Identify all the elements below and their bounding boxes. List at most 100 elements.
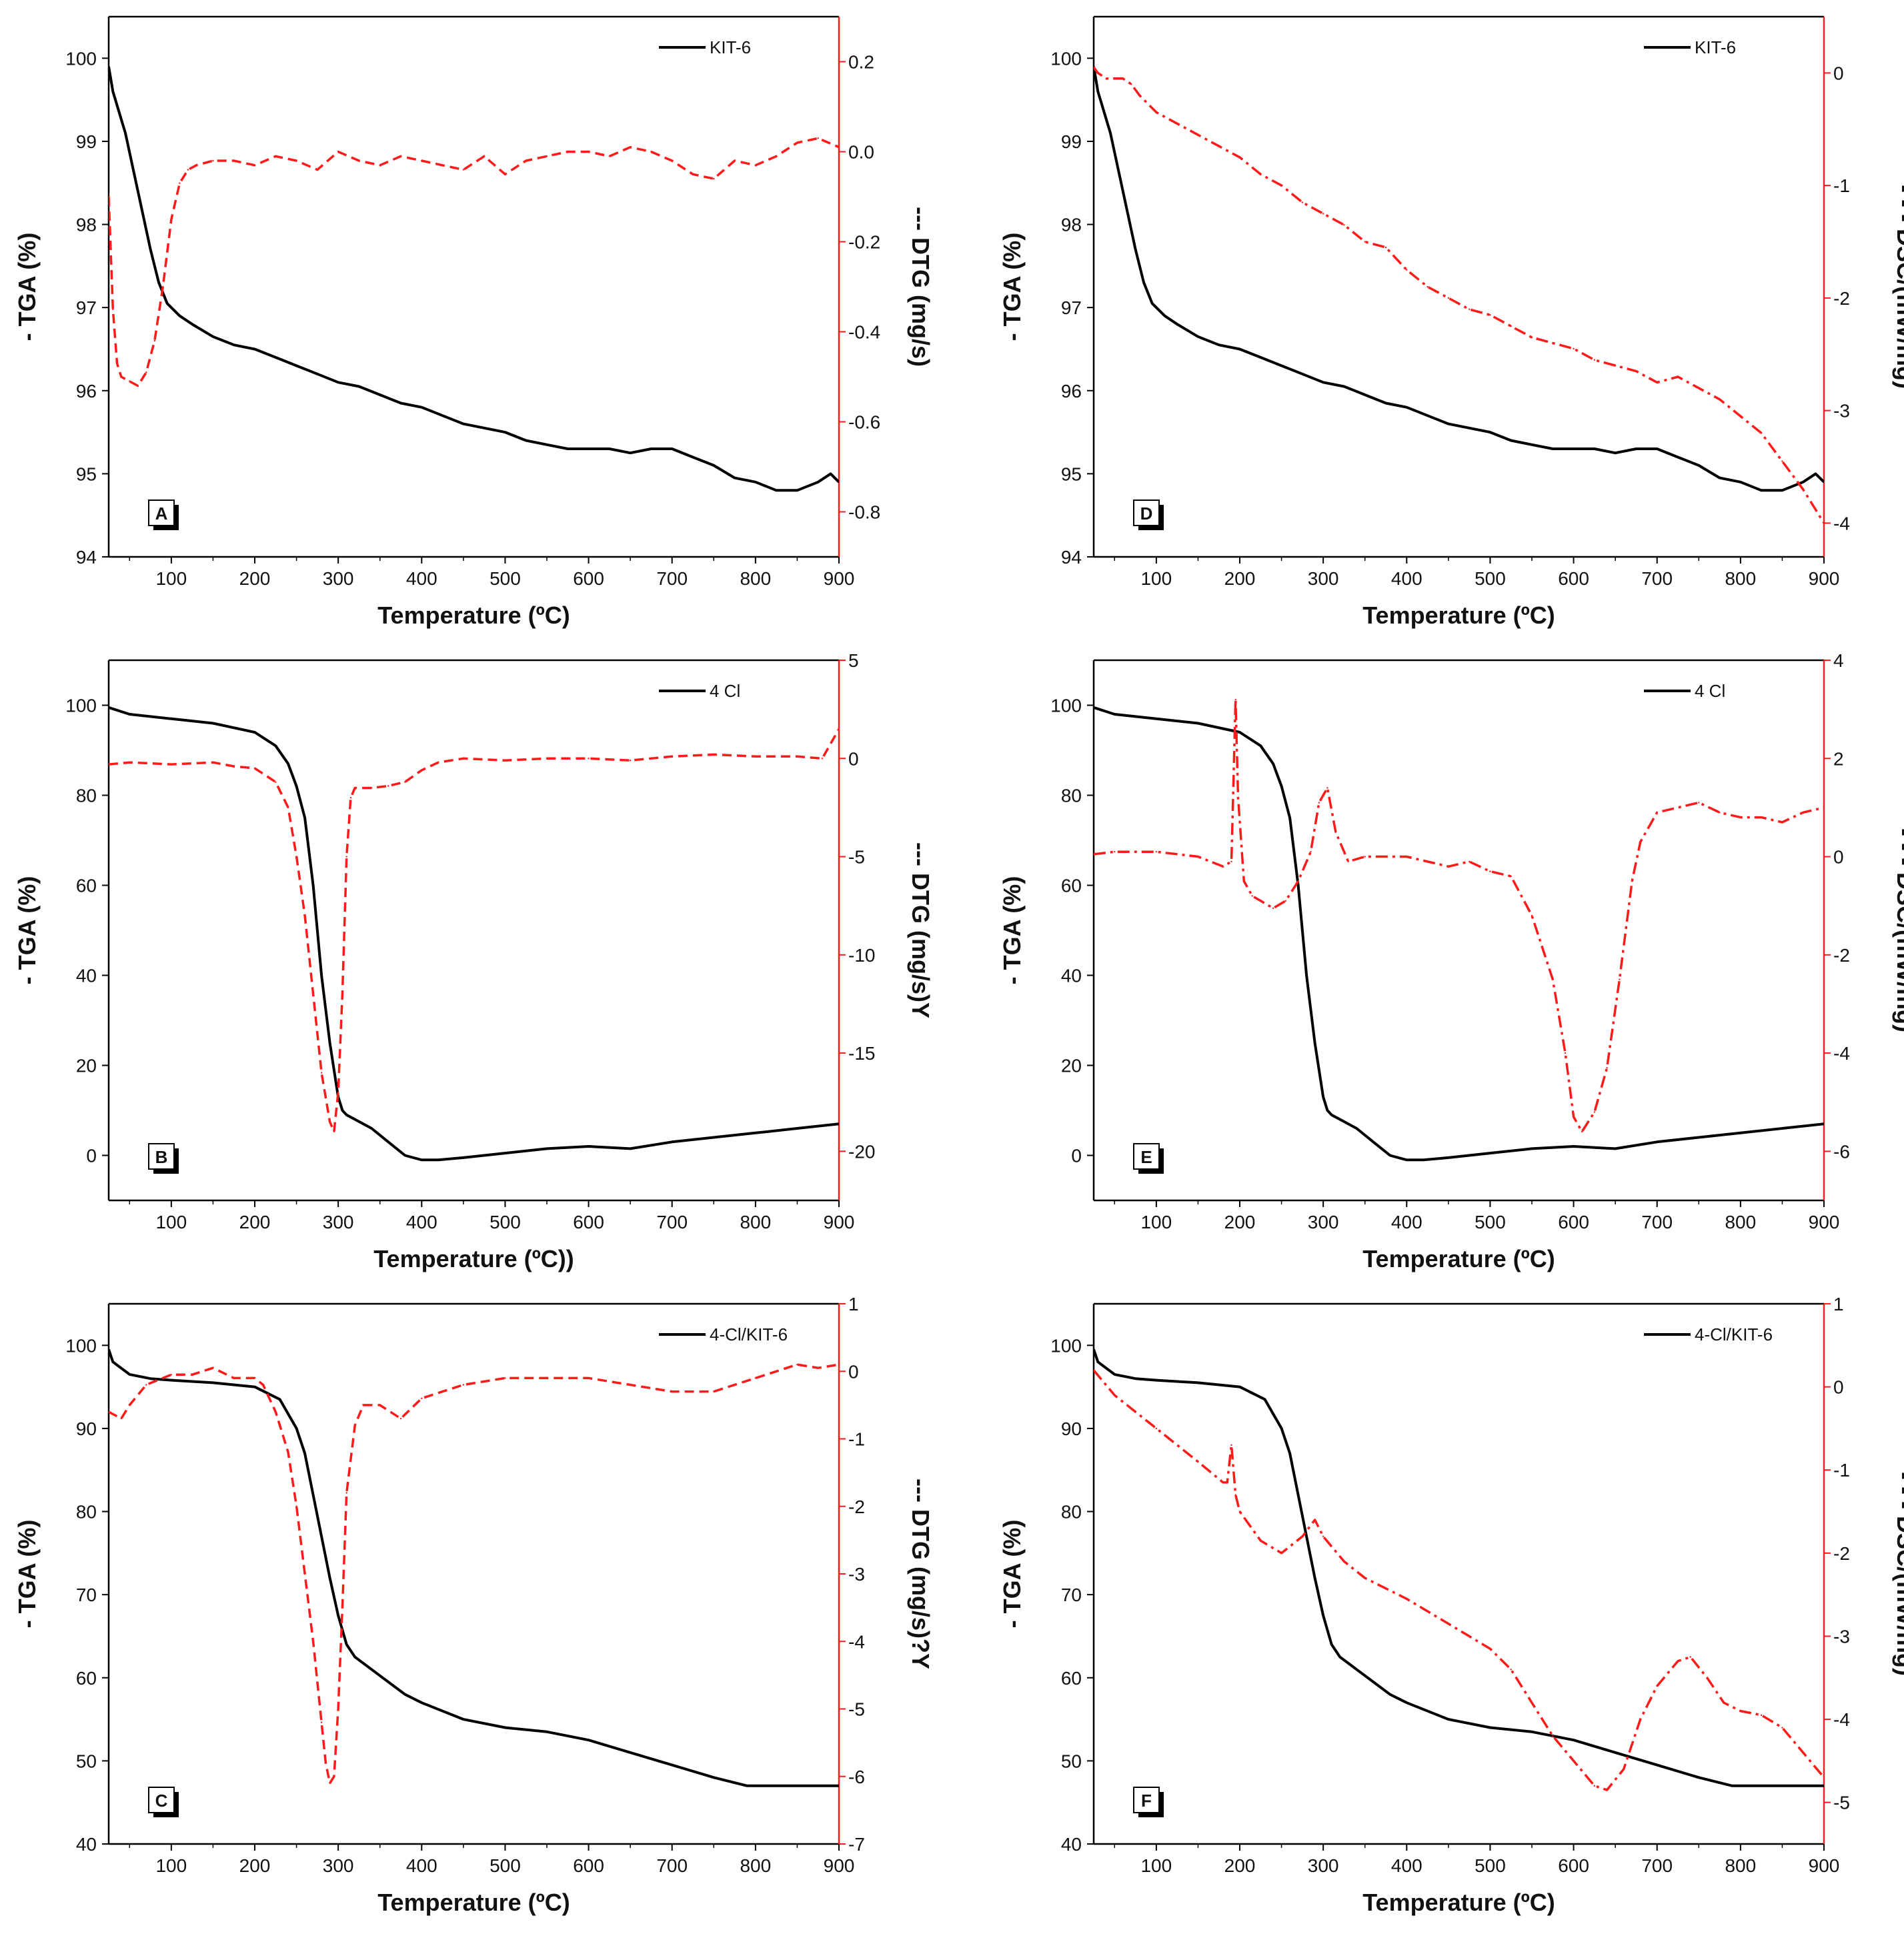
dtg-point: [320, 1721, 323, 1723]
y-right-tick-label: -1: [1833, 175, 1850, 196]
y-right-tick-label: -4: [1833, 513, 1850, 534]
x-axis-title: Temperature (ºC): [1362, 602, 1555, 629]
tga-point: [1823, 481, 1824, 483]
dtg-point: [546, 155, 548, 157]
dsc-point: [1489, 313, 1491, 316]
dtg-point: [588, 758, 590, 760]
plot-area: [1094, 65, 1824, 524]
tga-point: [341, 1109, 343, 1112]
tga-point: [567, 447, 569, 450]
tga-point: [1322, 1096, 1324, 1098]
tga-point: [337, 1615, 339, 1617]
x-tick-label: 100: [1140, 568, 1172, 589]
dtg-point: [379, 164, 381, 166]
tga-point: [421, 406, 423, 408]
dtg-point: [129, 761, 131, 764]
panel-letter-box: [1133, 500, 1160, 526]
panel-F: 100 200 300 400 500 600 700 800 900 40 50 60 70 80 90 1…: [998, 1294, 1904, 1916]
y-left-tick-label: 80: [1061, 1502, 1082, 1523]
dsc-point: [1823, 1777, 1824, 1779]
x-axis-title: Temperature (ºC): [377, 1889, 570, 1916]
dtg-point: [546, 758, 548, 760]
y-right-tick-label: -20: [848, 1141, 875, 1162]
dsc-point: [1447, 1623, 1450, 1625]
dsc-point: [1531, 336, 1533, 339]
y-right-tick-label: 0: [1833, 1377, 1844, 1398]
plot-area: [109, 65, 839, 492]
x-tick-label: 300: [323, 568, 354, 589]
dtg-point: [399, 1417, 402, 1420]
tga-point: [504, 431, 506, 433]
dtg-point: [145, 1384, 147, 1386]
x-tick-label: 500: [1475, 568, 1506, 589]
tga-point: [1280, 365, 1282, 367]
tga-point: [1297, 1494, 1299, 1496]
tga-point: [754, 1132, 757, 1134]
tga-point: [129, 713, 131, 716]
tga-point: [212, 1382, 214, 1384]
x-tick-label: 900: [1809, 568, 1840, 589]
tga-point: [1447, 1718, 1450, 1721]
dtg-point: [153, 339, 156, 342]
y-left-tick-label: 100: [1050, 48, 1082, 69]
tga-point: [754, 481, 757, 483]
dtg-point: [337, 1708, 339, 1710]
tga-point: [353, 1118, 356, 1120]
y-left-tick-label: 20: [76, 1056, 97, 1076]
x-axis-title: Temperature (ºC): [377, 602, 570, 629]
tga-point: [1305, 1535, 1308, 1538]
dtg-point: [421, 159, 423, 162]
dtg-point: [341, 993, 343, 995]
y-right-tick-label: 0: [848, 1361, 859, 1382]
dsc-point: [1739, 816, 1742, 818]
y-left-tick-label: 0: [1071, 1146, 1082, 1166]
dsc-point: [1322, 213, 1324, 215]
panel-letter: D: [1140, 504, 1153, 524]
tga-point: [1094, 1348, 1095, 1350]
tga-point: [1406, 1159, 1408, 1161]
dtg-point: [838, 728, 839, 730]
dsc-point: [1593, 359, 1596, 361]
dsc-point: [1781, 460, 1783, 462]
dsc-point: [1384, 246, 1387, 249]
tga-point: [1330, 1114, 1332, 1116]
tga-point: [1635, 447, 1637, 450]
tga-point: [1288, 817, 1291, 819]
tga-point: [1322, 1615, 1324, 1617]
y-left-tick-label: 40: [1061, 1834, 1082, 1855]
dtg-point: [462, 758, 465, 760]
dsc-point: [1468, 860, 1471, 863]
dtg-point: [253, 164, 256, 166]
dsc-point: [1094, 66, 1095, 69]
tga-point: [746, 1785, 748, 1787]
x-tick-label: 100: [155, 568, 187, 589]
tga-line: [1094, 1348, 1824, 1787]
dsc-point: [1251, 895, 1253, 897]
y-right-tick-label: 0.0: [848, 142, 874, 163]
dtg-point: [109, 195, 110, 198]
tga-point: [1094, 706, 1095, 709]
dsc-point: [1197, 133, 1199, 136]
y-right-tick-label: -6: [848, 1767, 865, 1787]
x-tick-label: 400: [1391, 568, 1422, 589]
tga-line: [1094, 66, 1824, 492]
dsc-point: [1222, 1481, 1224, 1484]
x-tick-label: 800: [740, 1855, 771, 1876]
dsc-point: [1552, 1735, 1554, 1737]
dtg-point: [353, 1424, 356, 1426]
tga-point: [1573, 1739, 1575, 1741]
panel-letter-box: [1133, 1787, 1160, 1813]
tga-point: [1114, 1373, 1116, 1376]
dtg-point: [329, 1120, 331, 1123]
tga-point: [775, 490, 778, 492]
x-tick-label: 100: [155, 1855, 187, 1876]
x-tick-label: 500: [490, 568, 521, 589]
tga-point: [212, 722, 214, 724]
dsc-point: [1552, 978, 1554, 980]
dsc-point: [1326, 787, 1328, 789]
y-right-tick-label: 5: [848, 650, 859, 671]
dtg-point: [362, 1404, 364, 1406]
tga-point: [796, 1785, 798, 1787]
dtg-point: [341, 1607, 343, 1609]
x-tick-label: 600: [1558, 1855, 1589, 1876]
